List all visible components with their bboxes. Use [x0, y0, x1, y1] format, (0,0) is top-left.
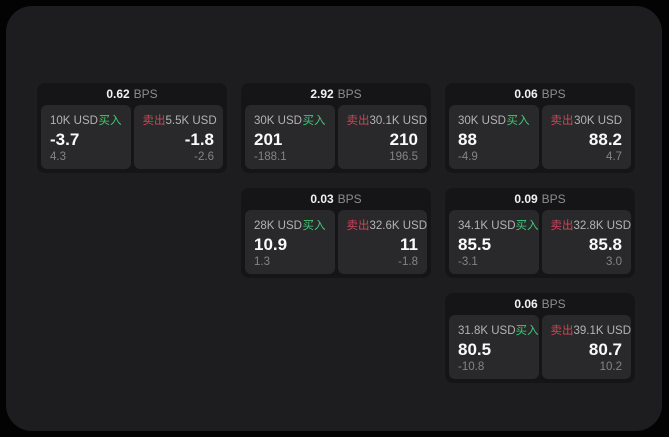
sell-size-label: 5.5K USD — [165, 115, 217, 127]
sell-sub-value: 3.0 — [606, 256, 622, 268]
sell-panel[interactable]: 卖出 30K USD 88.2 4.7 — [541, 105, 631, 169]
bps-unit-label: BPS — [541, 297, 566, 311]
card-header: 0.06 BPS — [449, 83, 631, 105]
bps-unit-label: BPS — [133, 87, 158, 101]
card-header: 0.09 BPS — [449, 188, 631, 210]
quote-card[interactable]: 2.92 BPS 30K USD 买入 201 -188.1 卖出 30.1K … — [241, 83, 431, 173]
sell-side-label: 卖出 — [346, 220, 370, 232]
buy-side-label: 买入 — [98, 115, 122, 127]
bps-value: 0.06 — [514, 297, 538, 311]
quote-card[interactable]: 0.03 BPS 28K USD 买入 10.9 1.3 卖出 32.6K US… — [241, 188, 431, 278]
sell-side-label: 卖出 — [550, 325, 574, 337]
buy-size-label: 34.1K USD — [458, 220, 516, 232]
bps-unit-label: BPS — [337, 192, 362, 206]
sell-size-label: 30K USD — [574, 115, 622, 127]
buy-sub-value: -188.1 — [254, 151, 287, 163]
buy-side-label: 买入 — [515, 220, 539, 232]
sell-sub-value: 4.7 — [606, 151, 622, 163]
buy-price: 85.5 — [458, 235, 492, 254]
buy-sub-value: 1.3 — [254, 256, 270, 268]
sell-panel[interactable]: 卖出 5.5K USD -1.8 -2.6 — [133, 105, 223, 169]
bps-unit-label: BPS — [541, 192, 566, 206]
buy-price: 10.9 — [254, 235, 288, 254]
buy-panel[interactable]: 34.1K USD 买入 85.5 -3.1 — [449, 210, 539, 274]
buy-size-label: 31.8K USD — [458, 325, 516, 337]
bps-unit-label: BPS — [541, 87, 566, 101]
sell-size-label: 39.1K USD — [573, 325, 632, 337]
bps-value: 0.09 — [514, 192, 538, 206]
buy-sub-value: 4.3 — [50, 151, 66, 163]
quote-card[interactable]: 0.62 BPS 10K USD 买入 -3.7 4.3 卖出 5.5K USD — [37, 83, 227, 173]
sell-panel[interactable]: 卖出 32.8K USD 85.8 3.0 — [541, 210, 632, 274]
bps-value: 0.62 — [106, 87, 130, 101]
sell-panel[interactable]: 卖出 32.6K USD 11 -1.8 — [337, 210, 428, 274]
card-body: 30K USD 买入 88 -4.9 卖出 30K USD 88.2 4.7 — [449, 105, 631, 169]
buy-panel[interactable]: 30K USD 买入 88 -4.9 — [449, 105, 539, 169]
buy-panel[interactable]: 10K USD 买入 -3.7 4.3 — [41, 105, 131, 169]
buy-panel[interactable]: 31.8K USD 买入 80.5 -10.8 — [449, 315, 539, 379]
sell-panel[interactable]: 卖出 39.1K USD 80.7 10.2 — [541, 315, 632, 379]
buy-size-label: 10K USD — [50, 115, 98, 127]
sell-price: 80.7 — [588, 340, 622, 359]
sell-price: 210 — [389, 130, 418, 149]
card-header: 2.92 BPS — [245, 83, 427, 105]
buy-side-label: 买入 — [506, 115, 530, 127]
buy-sub-value: -10.8 — [458, 361, 485, 373]
buy-size-label: 30K USD — [254, 115, 302, 127]
quote-card[interactable]: 0.06 BPS 31.8K USD 买入 80.5 -10.8 卖出 39.1… — [445, 293, 635, 383]
buy-size-label: 30K USD — [458, 115, 506, 127]
buy-size-label: 28K USD — [254, 220, 302, 232]
buy-price: 80.5 — [458, 340, 492, 359]
sell-side-label: 卖出 — [550, 115, 574, 127]
sell-sub-value: -2.6 — [194, 151, 214, 163]
buy-side-label: 买入 — [515, 325, 539, 337]
quote-card[interactable]: 0.06 BPS 30K USD 买入 88 -4.9 卖出 30K USD — [445, 83, 635, 173]
bps-value: 2.92 — [310, 87, 334, 101]
bps-value: 0.03 — [310, 192, 334, 206]
buy-price: 201 — [254, 130, 283, 149]
sell-sub-value: -1.8 — [398, 256, 418, 268]
sell-panel[interactable]: 卖出 30.1K USD 210 196.5 — [337, 105, 428, 169]
card-header: 0.03 BPS — [245, 188, 427, 210]
sell-price: 85.8 — [588, 235, 622, 254]
sell-sub-value: 10.2 — [599, 361, 622, 373]
sell-price: 88.2 — [588, 130, 622, 149]
buy-sub-value: -4.9 — [458, 151, 478, 163]
card-body: 30K USD 买入 201 -188.1 卖出 30.1K USD 210 1… — [245, 105, 427, 169]
buy-price: 88 — [458, 130, 477, 149]
buy-panel[interactable]: 28K USD 买入 10.9 1.3 — [245, 210, 335, 274]
buy-sub-value: -3.1 — [458, 256, 478, 268]
buy-side-label: 买入 — [302, 220, 326, 232]
card-body: 34.1K USD 买入 85.5 -3.1 卖出 32.8K USD 85.8… — [449, 210, 631, 274]
card-header: 0.62 BPS — [41, 83, 223, 105]
buy-side-label: 买入 — [302, 115, 326, 127]
card-body: 31.8K USD 买入 80.5 -10.8 卖出 39.1K USD 80.… — [449, 315, 631, 379]
card-header: 0.06 BPS — [449, 293, 631, 315]
sell-size-label: 32.8K USD — [573, 220, 632, 232]
quote-cards-grid: 0.62 BPS 10K USD 买入 -3.7 4.3 卖出 5.5K USD — [37, 83, 635, 383]
sell-side-label: 卖出 — [346, 115, 370, 127]
quote-card[interactable]: 0.09 BPS 34.1K USD 买入 85.5 -3.1 卖出 32.8K… — [445, 188, 635, 278]
sell-size-label: 30.1K USD — [369, 115, 428, 127]
sell-size-label: 32.6K USD — [369, 220, 428, 232]
sell-price: -1.8 — [184, 130, 214, 149]
bps-value: 0.06 — [514, 87, 538, 101]
buy-price: -3.7 — [50, 130, 80, 149]
sell-side-label: 卖出 — [550, 220, 574, 232]
card-body: 10K USD 买入 -3.7 4.3 卖出 5.5K USD -1.8 -2.… — [41, 105, 223, 169]
sell-side-label: 卖出 — [142, 115, 166, 127]
buy-panel[interactable]: 30K USD 买入 201 -188.1 — [245, 105, 335, 169]
bps-unit-label: BPS — [337, 87, 362, 101]
card-body: 28K USD 买入 10.9 1.3 卖出 32.6K USD 11 -1.8 — [245, 210, 427, 274]
sell-price: 11 — [400, 235, 418, 254]
sell-sub-value: 196.5 — [389, 151, 418, 163]
